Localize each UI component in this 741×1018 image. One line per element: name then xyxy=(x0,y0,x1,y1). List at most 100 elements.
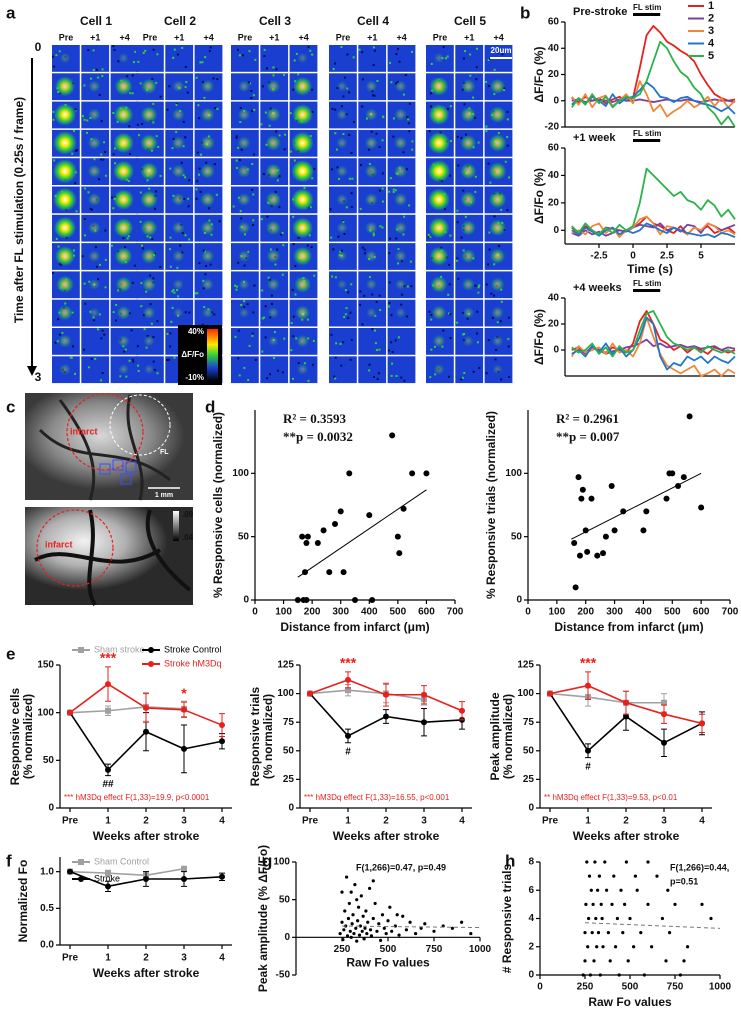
y-tick-label: -20 xyxy=(545,122,560,133)
speckle xyxy=(272,357,275,360)
image-tile xyxy=(387,328,416,355)
speckle xyxy=(447,312,450,315)
speckle xyxy=(274,263,277,266)
speckle xyxy=(465,133,468,136)
x-tick-label: 500 xyxy=(664,607,681,618)
point xyxy=(347,901,351,906)
speckle xyxy=(153,368,156,371)
speckle xyxy=(58,333,61,336)
stat-annotation: F(1,266)=0.44, xyxy=(670,862,729,872)
speckle xyxy=(168,85,171,88)
x-tick-label: 0 xyxy=(525,607,531,618)
x-axis-label: Distance from infarct (μm) xyxy=(554,620,703,634)
speckle xyxy=(375,132,378,135)
series-line xyxy=(571,310,736,358)
series-line xyxy=(549,692,664,704)
response-blob xyxy=(292,104,313,125)
speckle xyxy=(181,232,184,235)
speckle xyxy=(253,153,256,156)
point xyxy=(587,874,592,878)
speckle xyxy=(144,49,147,52)
response-blob xyxy=(142,277,156,292)
point xyxy=(360,929,364,933)
speckle xyxy=(488,248,491,251)
speckle xyxy=(75,210,78,213)
speckle xyxy=(448,283,451,286)
response-blob xyxy=(144,364,154,375)
point xyxy=(592,959,596,963)
response-blob xyxy=(365,278,377,290)
speckle xyxy=(148,187,151,190)
response-blob xyxy=(87,164,101,178)
speckle xyxy=(376,79,379,82)
x-tick-label: 2 xyxy=(623,816,629,827)
y-tick-label: 20 xyxy=(548,69,560,80)
speckle xyxy=(461,376,464,379)
speckle xyxy=(487,58,490,61)
point xyxy=(388,905,392,909)
response-blob xyxy=(490,277,505,292)
speckle xyxy=(487,84,490,87)
stim-label: FL stim xyxy=(633,3,661,12)
response-blob xyxy=(237,193,251,206)
speckle xyxy=(252,219,255,222)
response-blob xyxy=(118,364,129,375)
speckle xyxy=(243,264,246,267)
speckle xyxy=(493,215,496,218)
speckle xyxy=(500,378,503,381)
point xyxy=(585,860,589,864)
x-tick-label: 3 xyxy=(181,816,187,827)
speckle xyxy=(359,290,362,293)
speckle xyxy=(492,294,495,297)
speckle xyxy=(87,191,90,194)
speckle xyxy=(126,237,129,240)
point xyxy=(460,920,464,924)
speckle xyxy=(474,175,477,178)
y-tick-label: 75 xyxy=(283,717,295,728)
response-blob xyxy=(118,53,129,63)
speckle xyxy=(487,339,490,342)
panel-label: g xyxy=(262,851,272,870)
condition-label: +1 xyxy=(367,32,377,42)
speckle xyxy=(273,331,276,334)
speckle xyxy=(103,141,106,144)
y-tick-label: 60 xyxy=(548,17,560,28)
point xyxy=(352,597,358,603)
speckle xyxy=(349,311,352,314)
legend-label: Stroke Control xyxy=(164,644,222,654)
speckle xyxy=(348,133,351,136)
speckle xyxy=(350,338,353,341)
speckle xyxy=(478,284,481,287)
speckle xyxy=(376,378,379,381)
point xyxy=(626,959,630,963)
y-tick-label: 0 xyxy=(553,345,559,356)
speckle xyxy=(466,317,469,320)
y-tick-label: 25 xyxy=(283,774,295,785)
speckle xyxy=(237,357,240,360)
speckle xyxy=(179,244,182,247)
speckle xyxy=(457,277,460,280)
speckle xyxy=(137,364,140,367)
speckle xyxy=(141,247,144,250)
response-blob xyxy=(238,278,250,290)
series-line xyxy=(69,706,185,714)
speckle xyxy=(389,177,392,180)
speckle xyxy=(381,226,384,229)
speckle xyxy=(104,286,107,289)
speckle xyxy=(171,290,174,293)
speckle xyxy=(507,316,510,319)
speckle xyxy=(131,281,134,284)
speckle xyxy=(307,337,310,340)
marker xyxy=(67,709,73,716)
speckle xyxy=(166,358,169,361)
x-tick-label: 300 xyxy=(332,607,349,618)
point xyxy=(345,934,350,938)
speckle xyxy=(345,307,348,310)
response-blob xyxy=(140,106,158,123)
y-tick-label: 125 xyxy=(517,660,534,671)
point xyxy=(345,875,349,879)
response-blob xyxy=(53,187,77,212)
speckle xyxy=(339,342,342,345)
speckle xyxy=(456,221,459,224)
point xyxy=(423,470,430,477)
